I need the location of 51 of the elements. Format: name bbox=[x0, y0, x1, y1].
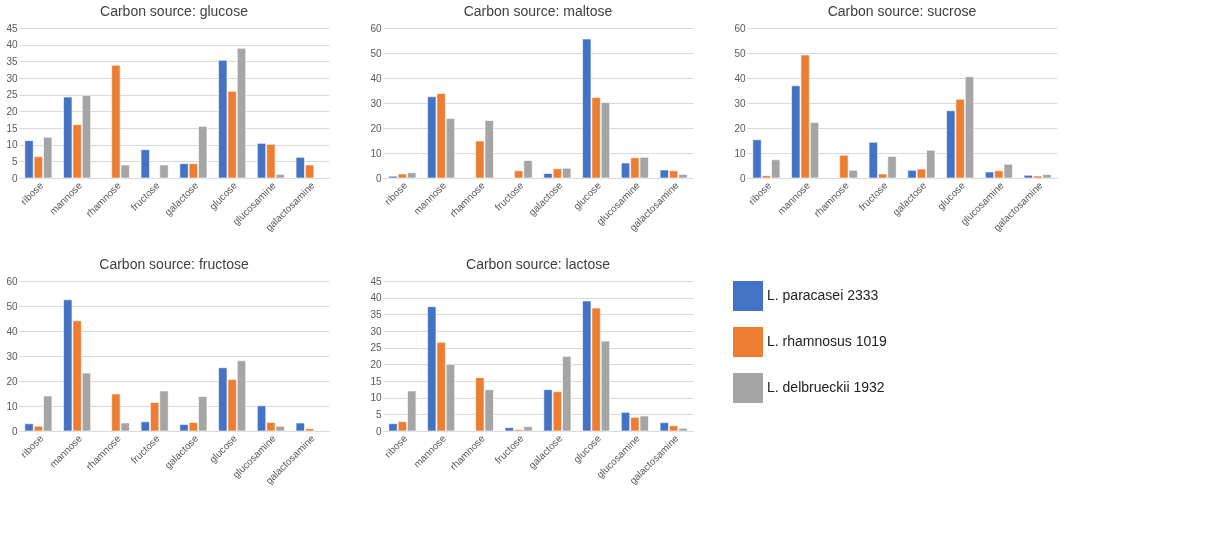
y-tick-label: 15 bbox=[6, 122, 18, 134]
y-tick-label: 35 bbox=[6, 55, 18, 67]
y-tick-label: 0 bbox=[11, 172, 18, 184]
legend-label: L. rhamnosus 1019 bbox=[767, 333, 888, 349]
y-tick-label: 35 bbox=[370, 308, 382, 320]
y-tick-label: 20 bbox=[6, 105, 18, 117]
y-tick-label: 10 bbox=[6, 139, 18, 151]
y-tick-label: 25 bbox=[6, 89, 18, 101]
y-tick-label: 15 bbox=[370, 375, 382, 387]
chart-title: Carbon source: sucrose bbox=[827, 3, 977, 19]
y-tick-label: 60 bbox=[370, 22, 382, 34]
chart-title: Carbon source: fructose bbox=[99, 256, 249, 272]
y-tick-label: 30 bbox=[370, 97, 382, 109]
y-tick-label: 20 bbox=[370, 122, 382, 134]
bar bbox=[159, 164, 169, 179]
y-tick-label: 5 bbox=[11, 155, 18, 167]
y-tick-label: 30 bbox=[6, 350, 18, 362]
y-tick-label: 0 bbox=[375, 172, 382, 184]
y-tick-label: 10 bbox=[370, 392, 382, 404]
bar bbox=[140, 149, 150, 179]
y-tick-label: 10 bbox=[6, 400, 18, 412]
chart-title: Carbon source: lactose bbox=[466, 256, 611, 272]
y-tick-label: 0 bbox=[11, 425, 18, 437]
y-tick-label: 50 bbox=[734, 47, 746, 59]
y-tick-label: 40 bbox=[734, 72, 746, 84]
y-tick-label: 30 bbox=[370, 325, 382, 337]
y-tick-label: 5 bbox=[375, 408, 382, 420]
y-tick-label: 30 bbox=[6, 72, 18, 84]
y-tick-label: 50 bbox=[370, 47, 382, 59]
y-tick-label: 0 bbox=[739, 172, 746, 184]
y-tick-label: 40 bbox=[6, 325, 18, 337]
y-tick-label: 50 bbox=[6, 300, 18, 312]
y-tick-label: 45 bbox=[370, 275, 382, 287]
y-tick-label: 20 bbox=[370, 358, 382, 370]
y-tick-label: 20 bbox=[734, 122, 746, 134]
y-tick-label: 10 bbox=[734, 147, 746, 159]
y-tick-label: 45 bbox=[6, 22, 18, 34]
y-tick-label: 0 bbox=[375, 425, 382, 437]
legend-label: L. paracasei 2333 bbox=[767, 287, 879, 303]
y-tick-label: 20 bbox=[6, 375, 18, 387]
y-tick-label: 25 bbox=[370, 342, 382, 354]
y-tick-label: 10 bbox=[370, 147, 382, 159]
y-tick-label: 40 bbox=[6, 39, 18, 51]
y-tick-label: 30 bbox=[734, 97, 746, 109]
y-tick-label: 40 bbox=[370, 292, 382, 304]
chart-title: Carbon source: maltose bbox=[463, 3, 613, 19]
y-tick-label: 40 bbox=[370, 72, 382, 84]
legend-label: L. delbrueckii 1932 bbox=[767, 379, 885, 395]
y-tick-label: 60 bbox=[6, 275, 18, 287]
y-tick-label: 60 bbox=[734, 22, 746, 34]
chart-title: Carbon source: glucose bbox=[100, 3, 249, 19]
